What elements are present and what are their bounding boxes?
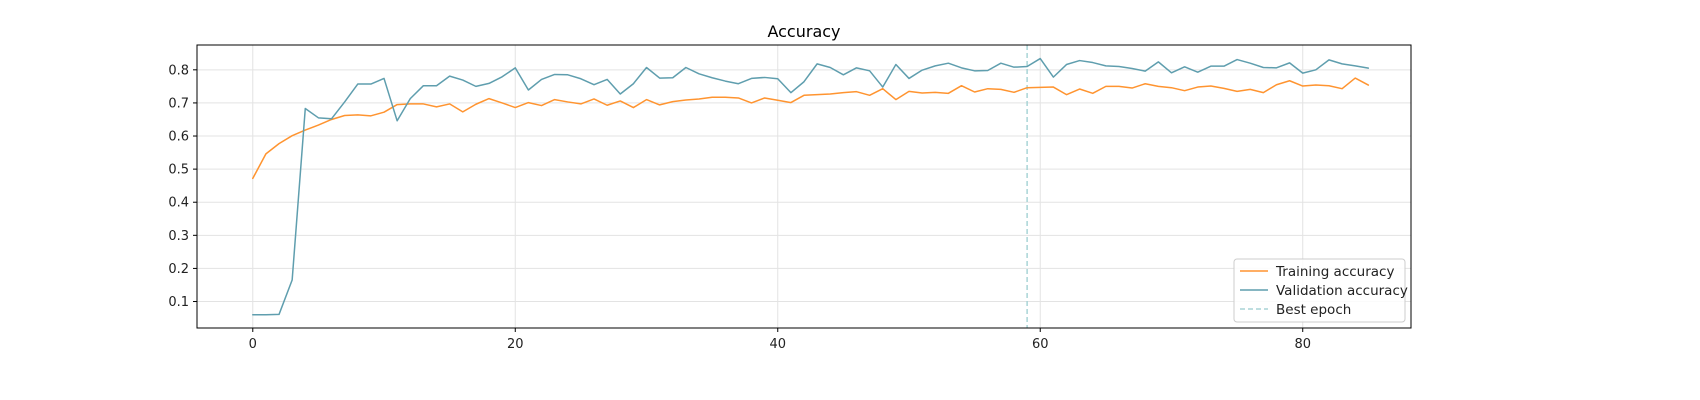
y-tick-label: 0.7 [168,96,189,111]
y-tick-label: 0.6 [168,130,189,145]
x-tick-label: 40 [769,337,786,352]
series-line-training-accuracy [252,77,1370,180]
legend-label: Validation accuracy [1276,283,1408,299]
y-tick-label: 0.2 [168,262,189,277]
y-axis: 0.1 0.2 0.3 0.4 0.5 0.6 0.7 0.8 [168,63,197,310]
series-group [252,57,1370,316]
legend-box [1233,258,1406,323]
legend-label: Best epoch [1276,302,1351,318]
legend-label: Training accuracy [1275,264,1394,280]
plot-frame [196,44,1412,329]
x-tick-label: 0 [249,337,257,352]
x-tick-label: 80 [1294,337,1311,352]
series-line-validation-accuracy [252,57,1370,316]
legend: Training accuracy Validation accuracy Best… [1233,258,1408,323]
y-tick-label: 0.8 [168,63,189,78]
x-tick-label: 60 [1032,337,1049,352]
y-tick-label: 0.4 [168,196,189,211]
x-axis: 0 20 40 60 80 [249,328,1311,352]
chart-title: Accuracy [767,22,840,41]
grid [197,45,1411,328]
x-tick-label: 20 [507,337,524,352]
y-tick-label: 0.3 [168,229,189,244]
y-tick-label: 0.5 [168,163,189,178]
y-tick-label: 0.1 [168,295,189,310]
